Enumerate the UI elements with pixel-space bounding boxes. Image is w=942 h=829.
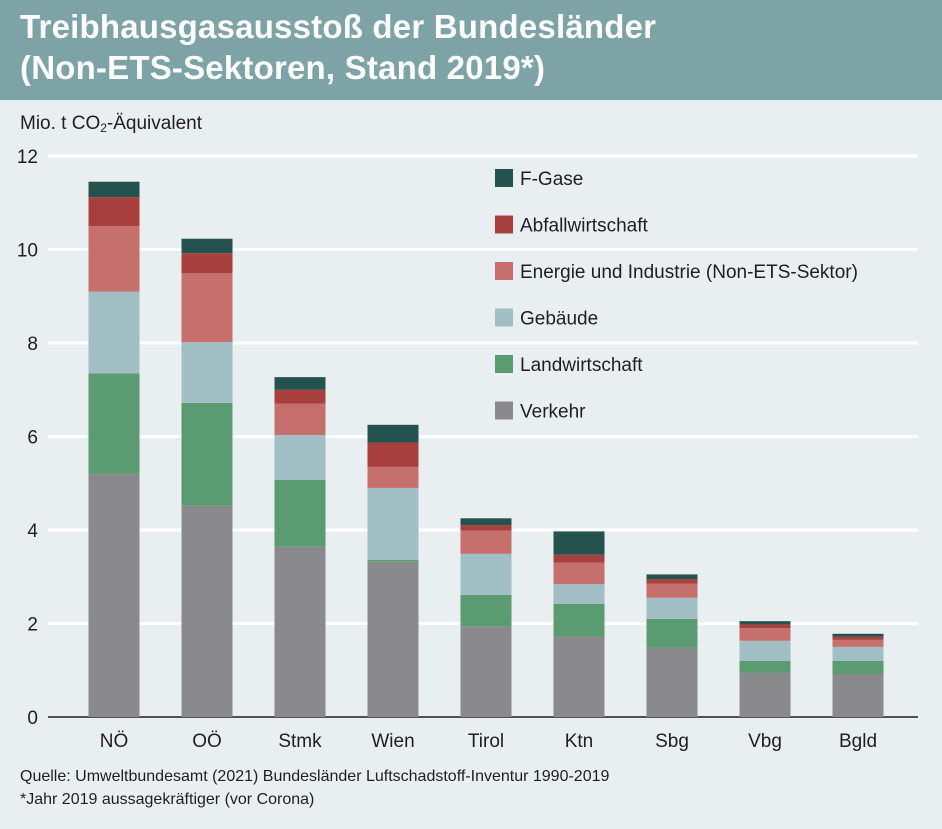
legend-swatch xyxy=(495,401,513,420)
legend-label: Gebäude xyxy=(520,309,598,330)
bar-segment xyxy=(739,621,791,625)
bar-segment xyxy=(460,626,512,717)
bar-segment xyxy=(274,435,326,480)
legend-label: F-Gase xyxy=(520,169,583,190)
legend-label: Abfallwirtschaft xyxy=(520,216,648,237)
y-tick-label: 2 xyxy=(27,615,38,636)
bar-segment xyxy=(367,466,419,488)
bar-segment xyxy=(274,389,326,404)
bar-segment xyxy=(460,518,512,526)
title-bar: Treibhausgasausstoß der Bundesländer (No… xyxy=(0,0,942,100)
bars xyxy=(88,181,884,717)
unit-prefix: Mio. t CO xyxy=(20,113,101,134)
bar-segment xyxy=(646,583,698,598)
bar-segment xyxy=(88,291,140,374)
bar-segment xyxy=(181,253,233,274)
x-tick-labels: NÖ OÖ Stmk Wien Tirol Ktn Sbg Vbg Bgld xyxy=(100,731,877,752)
bar-segment xyxy=(88,373,140,474)
bar-segment xyxy=(367,442,419,467)
bar-segment xyxy=(367,487,419,560)
x-tick-label: Ktn xyxy=(565,731,594,752)
legend-swatch xyxy=(495,355,513,373)
x-tick-label: NÖ xyxy=(100,731,129,752)
x-tick-label: Tirol xyxy=(468,731,504,752)
bar-segment xyxy=(739,660,791,673)
y-tick-label: 8 xyxy=(27,334,38,355)
bar-segment xyxy=(367,561,419,717)
bar-segment xyxy=(88,473,140,717)
chart-title: Treibhausgasausstoß der Bundesländer xyxy=(20,8,657,45)
legend-label: Verkehr xyxy=(520,402,586,423)
bar-segment xyxy=(274,377,326,390)
unit-subscript: 2 xyxy=(100,121,107,135)
bar-segment xyxy=(646,618,698,648)
bar-segment xyxy=(832,639,884,647)
bar-segment xyxy=(553,554,605,563)
bar-segment xyxy=(739,640,791,661)
bar-segment xyxy=(274,403,326,436)
bar-segment xyxy=(646,579,698,584)
x-tick-label: Vbg xyxy=(748,731,782,752)
bar-segment xyxy=(88,197,140,227)
bar-segment xyxy=(646,597,698,619)
bar-segment xyxy=(460,525,512,531)
bar-segment xyxy=(553,584,605,604)
legend-swatch xyxy=(495,262,513,280)
y-tick-label: 12 xyxy=(17,147,38,168)
legend-label: Energie und Industrie (Non-ETS-Sektor) xyxy=(520,262,858,283)
legend-label: Landwirtschaft xyxy=(520,355,643,376)
legend: F-Gase Abfallwirtschaft Energie und Indust… xyxy=(495,169,858,423)
bar-segment xyxy=(739,624,791,629)
bar-segment xyxy=(832,633,884,637)
legend-swatch xyxy=(495,215,513,234)
bar-segment xyxy=(739,672,791,717)
y-tick-label: 0 xyxy=(27,708,38,729)
bar-segment xyxy=(460,530,512,554)
legend-swatch xyxy=(495,308,513,327)
bar-segment xyxy=(181,273,233,343)
bar-segment xyxy=(553,531,605,555)
source-note: Quelle: Umweltbundesamt (2021) Bundeslän… xyxy=(20,768,610,785)
y-tick-label: 4 xyxy=(27,521,38,542)
bar-segment xyxy=(181,342,233,403)
bar-segment xyxy=(646,647,698,717)
bar-segment xyxy=(88,181,140,198)
chart-subtitle: (Non-ETS-Sektoren, Stand 2019*) xyxy=(20,49,546,86)
bar-segment xyxy=(274,479,326,547)
y-axis-unit-label: Mio. t CO2-Äquivalent xyxy=(20,113,202,135)
bar-segment xyxy=(367,559,419,562)
bar-segment xyxy=(88,226,140,292)
y-tick-labels: 0 2 4 6 8 10 12 xyxy=(17,147,39,729)
x-tick-label: Stmk xyxy=(278,731,322,752)
unit-suffix: -Äquivalent xyxy=(106,113,202,134)
bar-segment xyxy=(832,660,884,674)
bar-segment xyxy=(553,603,605,637)
bar-segment xyxy=(832,646,884,661)
bar-segment xyxy=(553,562,605,585)
bar-segment xyxy=(181,402,233,506)
bar-segment xyxy=(739,628,791,641)
x-tick-label: Sbg xyxy=(655,731,689,752)
legend-swatch xyxy=(495,169,513,187)
x-tick-label: Wien xyxy=(371,731,414,752)
x-tick-label: OÖ xyxy=(192,731,222,752)
bar-segment xyxy=(832,673,884,717)
bar-segment xyxy=(367,424,419,443)
bar-segment xyxy=(646,574,698,580)
bar-segment xyxy=(274,546,326,717)
bar-segment xyxy=(460,553,512,595)
y-tick-label: 6 xyxy=(27,428,38,449)
bar-segment xyxy=(181,505,233,717)
bar-segment xyxy=(181,238,233,254)
footnote: *Jahr 2019 aussagekräftiger (vor Corona) xyxy=(20,791,315,808)
bar-segment xyxy=(460,594,512,627)
bar-segment xyxy=(553,636,605,717)
bar-segment xyxy=(832,636,884,640)
y-tick-label: 10 xyxy=(17,241,38,262)
x-tick-label: Bgld xyxy=(839,731,877,752)
